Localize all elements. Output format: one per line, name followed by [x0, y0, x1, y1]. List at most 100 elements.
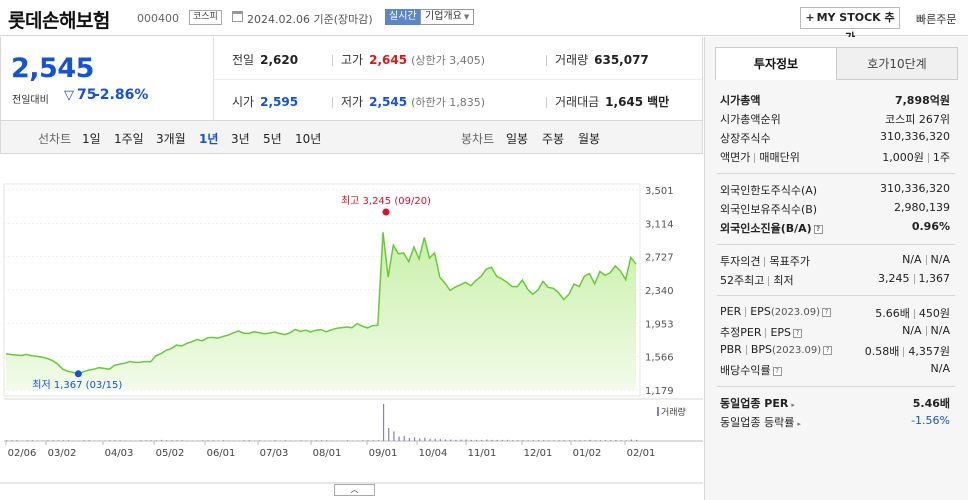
market-cap-rank-row: 시가총액순위 코스피 267위 [720, 111, 950, 130]
volume-bar [6, 440, 8, 441]
chevron-right-icon: ▸ [797, 420, 801, 428]
divider [925, 326, 927, 336]
volume-bar [434, 438, 436, 441]
help-icon[interactable]: ? [823, 345, 833, 355]
divider [754, 153, 756, 163]
volume-bar [284, 440, 287, 441]
foreign-ratio-value: 0.96% [911, 220, 950, 233]
listed-shares-row: 상장주식수 310,336,320 [720, 130, 950, 149]
volume-bar [222, 440, 225, 441]
x-tick-label: 02/06 [8, 448, 37, 459]
volume-bar [501, 439, 503, 441]
low-cell: 저가 2,545 (하한가 1,835) [332, 93, 485, 110]
volume-bar [568, 440, 571, 441]
current-price: 2,545 [11, 53, 94, 84]
x-tick-label: 10/04 [419, 448, 448, 459]
volume-bar [67, 440, 70, 441]
chevron-up-icon: ︿ [350, 485, 359, 494]
market-cap-rank-value: 코스피 267위 [885, 113, 950, 126]
volume-bar [11, 440, 13, 441]
y-tick-label: 2,340 [645, 286, 674, 297]
volume-bar [620, 440, 622, 441]
period-tab-1w[interactable]: 1주일 [114, 132, 144, 146]
volume-bar [83, 440, 85, 441]
volume-bar [346, 440, 349, 441]
volume-bar [419, 438, 421, 441]
volume-bar [248, 440, 250, 441]
volume-bar [207, 440, 209, 441]
investment-info-panel: 투자정보 호가10단계 시가총액 7,898억원 시가총액순위 코스피 267위… [704, 37, 968, 500]
help-icon[interactable]: ? [821, 307, 831, 317]
candle-tab-monthly[interactable]: 월봉 [578, 132, 601, 146]
collapse-chart-button[interactable]: ︿ [334, 484, 375, 496]
period-tab-10y[interactable]: 10년 [295, 132, 322, 146]
open-cell: 시가 2,595 [232, 93, 298, 110]
divider [546, 97, 547, 108]
volume-bar [300, 440, 302, 441]
tab-investment-info[interactable]: 투자정보 [715, 47, 837, 80]
x-tick-label: 03/02 [48, 448, 77, 459]
week52-high-value: 3,245 [878, 272, 910, 285]
foreign-hold-value: 2,980,139 [894, 201, 950, 214]
realtime-badge[interactable]: 실시간 [385, 9, 421, 25]
high-marker [382, 208, 390, 216]
volume-bar [527, 440, 529, 441]
divider [546, 55, 547, 66]
est-per-value: N/A [902, 324, 922, 337]
volume-bar [47, 440, 49, 441]
dividend-value: N/A [930, 362, 950, 375]
market-cap-label: 시가총액 [720, 94, 761, 107]
divider [717, 386, 955, 387]
period-tab-3y[interactable]: 3년 [231, 132, 250, 146]
company-overview-dropdown[interactable]: 기업개요 ▼ [420, 9, 475, 25]
help-icon[interactable]: ? [772, 366, 782, 376]
x-tick-label: 08/01 [313, 448, 342, 459]
help-icon[interactable]: ? [793, 328, 803, 338]
help-icon[interactable]: ? [813, 224, 823, 234]
change-label: 전일대비 [12, 95, 49, 106]
period-tab-1d[interactable]: 1일 [82, 132, 101, 146]
volume-bar [491, 439, 493, 441]
volume-bar [202, 440, 204, 441]
volume-bar [475, 439, 478, 441]
lower-limit: (하한가 1,835) [411, 96, 485, 109]
price-chart[interactable]: 3,501 3,114 2,727 2,340 1,953 1,566 1,179 최고 3… [0, 154, 703, 500]
eps-label: EPS [750, 305, 771, 318]
divider [927, 153, 929, 163]
industry-per-row[interactable]: 동일업종 PER ▸ 5.46배 [720, 395, 950, 414]
volume-bar [398, 436, 400, 441]
chart-tab-bar: 선차트 1일 1주일 3개월 1년 3년 5년 10년 봉차트 일봉 주봉 월봉 [0, 121, 703, 154]
opinion-row: 투자의견 목표주가 N/A N/A [720, 253, 950, 272]
period-tab-1y[interactable]: 1년 [199, 132, 219, 146]
foreign-limit-value: 310,336,320 [880, 182, 950, 195]
volume-bar [321, 440, 323, 441]
divider [717, 173, 955, 174]
volume-bar [584, 440, 586, 441]
volume-bar [150, 440, 152, 441]
par-value-label: 액면가 [720, 151, 751, 164]
volume-bar [543, 440, 545, 441]
volume-bar [393, 431, 395, 441]
candle-tab-daily[interactable]: 일봉 [506, 132, 529, 146]
y-tick-label: 3,114 [645, 219, 674, 230]
candle-tab-weekly[interactable]: 주봉 [542, 132, 565, 146]
volume-bar [470, 439, 472, 441]
x-tick-label: 04/03 [105, 448, 134, 459]
quick-order-link[interactable]: 빠른주문 [916, 13, 957, 26]
divider [745, 307, 747, 317]
period-tab-3m[interactable]: 3개월 [156, 132, 186, 146]
prev-close-value: 2,620 [260, 53, 299, 67]
pbr-row: PBR BPS(2023.09)? 0.58배 4,357원 [720, 343, 950, 362]
listed-shares-value: 310,336,320 [880, 130, 950, 143]
add-my-stock-button[interactable]: +MY STOCK 추가 [800, 7, 900, 44]
period-tab-5y[interactable]: 5년 [263, 132, 282, 146]
low-marker [74, 370, 82, 378]
y-tick-label: 2,727 [645, 253, 674, 264]
amount-cell: 거래대금 1,645 백만 [546, 93, 669, 110]
divider [765, 328, 767, 338]
industry-rate-row[interactable]: 동일업종 등락률 ▸ -1.56% [720, 414, 950, 433]
volume-bar [429, 438, 431, 441]
volume-bar [114, 440, 116, 441]
y-tick-label: 1,566 [645, 353, 674, 364]
tab-orderbook[interactable]: 호가10단계 [836, 47, 958, 80]
